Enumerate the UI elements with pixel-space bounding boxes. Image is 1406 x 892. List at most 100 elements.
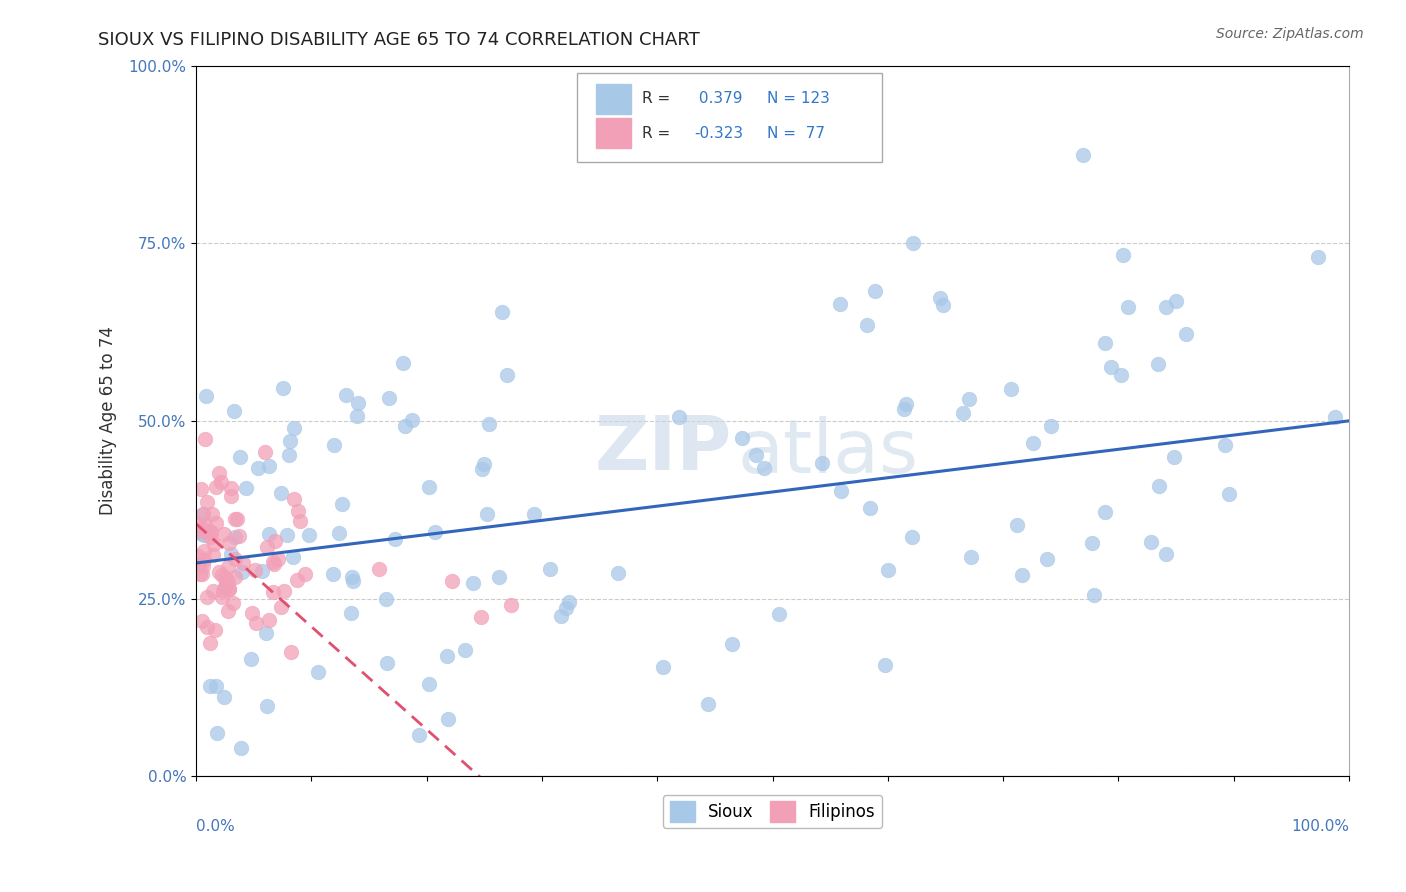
Point	[191, 523, 214, 537]
Point	[471, 462, 494, 476]
Point	[375, 656, 398, 670]
Point	[1094, 505, 1116, 519]
Point	[224, 570, 246, 584]
Point	[478, 417, 501, 431]
Point	[491, 305, 513, 319]
Point	[1109, 368, 1132, 382]
Point	[202, 549, 225, 563]
Point	[401, 413, 423, 427]
Point	[496, 368, 519, 383]
Point	[214, 580, 236, 594]
Point	[1071, 148, 1094, 162]
Point	[307, 665, 329, 679]
Point	[283, 421, 305, 435]
Point	[214, 581, 236, 595]
Point	[952, 406, 974, 420]
Point	[499, 598, 522, 612]
Bar	[596, 84, 631, 114]
Point	[368, 562, 391, 576]
Point	[256, 699, 278, 714]
Point	[418, 480, 440, 494]
Point	[1140, 535, 1163, 549]
Point	[229, 450, 252, 464]
Point	[212, 583, 235, 598]
Point	[1218, 487, 1240, 501]
Point	[830, 483, 852, 498]
Point	[188, 558, 211, 572]
Point	[651, 660, 673, 674]
Point	[340, 606, 363, 620]
Point	[187, 516, 209, 530]
Point	[1308, 251, 1330, 265]
Point	[294, 567, 316, 582]
Point	[873, 658, 896, 673]
Point	[423, 524, 446, 539]
Point	[224, 512, 246, 526]
Point	[193, 543, 215, 558]
Point	[1213, 438, 1236, 452]
Point	[1118, 301, 1140, 315]
Point	[734, 131, 756, 145]
Point	[745, 449, 768, 463]
Point	[697, 697, 720, 711]
Point	[472, 457, 495, 471]
Point	[877, 563, 900, 577]
Point	[211, 590, 233, 604]
Point	[1147, 479, 1170, 493]
Point	[188, 566, 211, 581]
Point	[1175, 326, 1198, 341]
Point	[218, 582, 240, 596]
Point	[207, 566, 229, 580]
Point	[245, 615, 267, 630]
Point	[454, 643, 477, 657]
Point	[1112, 248, 1135, 262]
Point	[1011, 568, 1033, 582]
Point	[217, 604, 239, 618]
Point	[470, 609, 492, 624]
Point	[191, 566, 214, 581]
Point	[187, 549, 209, 563]
Point	[538, 561, 561, 575]
Point	[201, 584, 224, 599]
Point	[384, 533, 406, 547]
Point	[932, 298, 955, 312]
Point	[392, 356, 415, 370]
Point	[271, 381, 294, 395]
Point	[197, 620, 219, 634]
Point	[235, 481, 257, 495]
Point	[323, 438, 346, 452]
Point	[197, 591, 219, 605]
Text: atlas: atlas	[738, 417, 920, 490]
Legend: Sioux, Filipinos: Sioux, Filipinos	[664, 795, 882, 829]
Point	[240, 606, 263, 620]
Point	[1163, 450, 1185, 464]
Point	[1083, 588, 1105, 602]
Point	[288, 514, 311, 528]
Point	[186, 558, 208, 572]
Point	[287, 504, 309, 518]
Point	[441, 574, 464, 588]
Point	[378, 391, 401, 405]
Point	[193, 558, 215, 573]
Point	[250, 564, 273, 578]
Point	[243, 563, 266, 577]
Point	[225, 512, 247, 526]
Point	[256, 540, 278, 554]
Point	[267, 551, 290, 566]
Text: 0.379: 0.379	[695, 92, 742, 106]
Point	[731, 431, 754, 445]
Point	[335, 388, 357, 402]
Point	[558, 595, 581, 609]
Point	[259, 613, 281, 627]
Point	[247, 461, 270, 475]
Point	[191, 507, 214, 521]
Point	[224, 530, 246, 544]
Point	[200, 525, 222, 540]
Point	[191, 508, 214, 522]
Point	[239, 652, 262, 666]
Point	[221, 489, 243, 503]
Point	[856, 318, 879, 332]
Point	[198, 680, 221, 694]
Point	[222, 403, 245, 417]
Point	[193, 553, 215, 567]
